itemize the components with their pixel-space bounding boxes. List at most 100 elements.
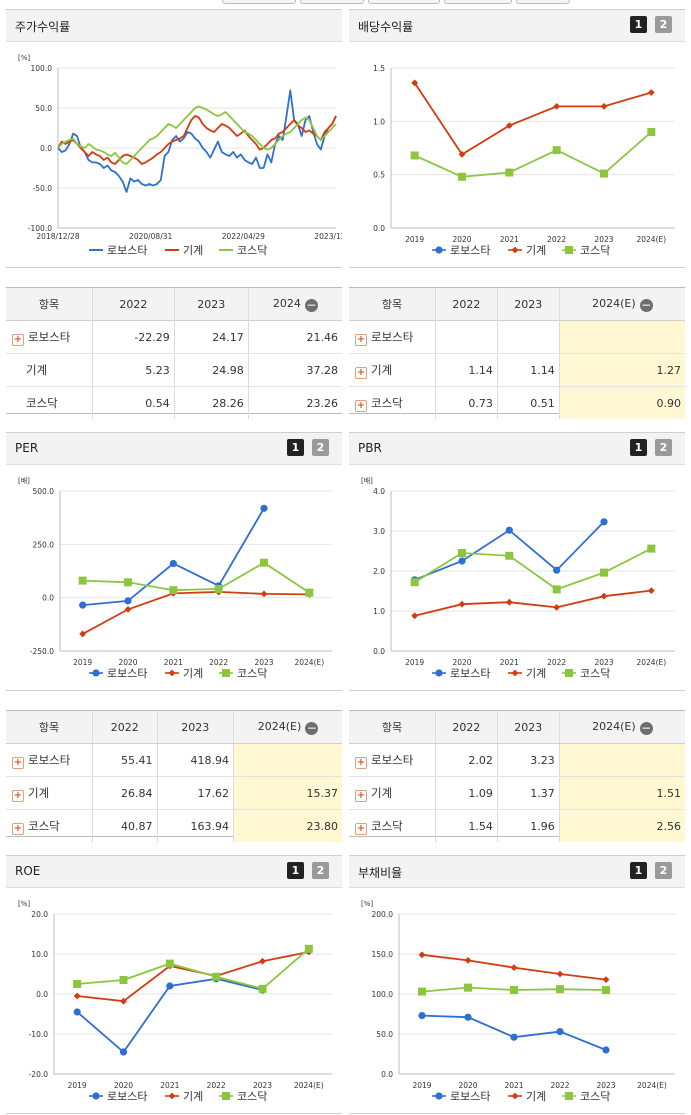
data-point[interactable] xyxy=(647,544,656,553)
legend-item[interactable]: 기계 xyxy=(508,1090,546,1103)
view-2-button[interactable]: 2 xyxy=(655,439,672,456)
legend-item[interactable]: 코스닥 xyxy=(562,244,610,257)
data-point[interactable] xyxy=(647,587,655,594)
collapse-icon[interactable]: − xyxy=(304,297,318,312)
view-1-button[interactable]: 1 xyxy=(287,862,304,879)
toolbar-button[interactable] xyxy=(368,0,440,4)
legend-item[interactable]: 기계 xyxy=(508,667,546,680)
collapse-icon[interactable]: − xyxy=(639,297,653,312)
legend-item[interactable]: 코스닥 xyxy=(562,667,610,680)
view-1-button[interactable]: 1 xyxy=(630,16,647,33)
data-point[interactable] xyxy=(258,984,267,993)
data-point[interactable] xyxy=(411,612,419,620)
collapse-icon[interactable]: − xyxy=(639,720,653,735)
data-point[interactable] xyxy=(505,551,514,560)
data-point[interactable] xyxy=(464,1013,472,1021)
data-point[interactable] xyxy=(73,1008,81,1016)
data-point[interactable] xyxy=(602,976,610,983)
legend-item[interactable]: 로보스타 xyxy=(89,667,147,680)
data-point[interactable] xyxy=(600,592,608,600)
collapse-icon[interactable]: − xyxy=(305,720,319,735)
data-point[interactable] xyxy=(79,601,87,609)
data-point[interactable] xyxy=(602,986,610,994)
expand-icon[interactable]: + xyxy=(355,822,367,835)
data-point[interactable] xyxy=(505,526,513,534)
view-2-button[interactable]: 2 xyxy=(312,862,329,879)
data-point[interactable] xyxy=(552,585,561,594)
expand-icon[interactable]: + xyxy=(355,333,367,346)
data-point[interactable] xyxy=(418,951,426,959)
data-point[interactable] xyxy=(600,518,608,526)
data-point[interactable] xyxy=(505,168,514,177)
legend-item[interactable]: 기계 xyxy=(165,1090,203,1103)
data-point[interactable] xyxy=(166,982,174,990)
expand-icon[interactable]: + xyxy=(355,756,367,769)
legend-item[interactable]: 코스닥 xyxy=(219,1090,267,1103)
view-1-button[interactable]: 1 xyxy=(287,439,304,456)
data-point[interactable] xyxy=(510,964,518,971)
data-point[interactable] xyxy=(556,1028,564,1036)
data-point[interactable] xyxy=(260,504,268,512)
expand-icon[interactable]: + xyxy=(355,789,367,802)
data-point[interactable] xyxy=(124,606,132,613)
data-point[interactable] xyxy=(464,983,472,992)
data-point[interactable] xyxy=(556,985,564,994)
expand-icon[interactable]: + xyxy=(355,399,367,412)
data-point[interactable] xyxy=(73,980,82,988)
data-point[interactable] xyxy=(260,558,268,567)
data-point[interactable] xyxy=(458,600,466,608)
data-point[interactable] xyxy=(410,151,419,160)
legend-item[interactable]: 로보스타 xyxy=(89,244,147,257)
data-point[interactable] xyxy=(169,586,178,595)
legend-item[interactable]: 기계 xyxy=(508,244,546,257)
data-point[interactable] xyxy=(505,598,513,606)
expand-icon[interactable]: + xyxy=(12,789,24,802)
legend-item[interactable]: 코스닥 xyxy=(219,244,267,257)
data-point[interactable] xyxy=(73,992,81,1000)
data-point[interactable] xyxy=(410,578,419,587)
data-point[interactable] xyxy=(418,987,426,996)
data-point[interactable] xyxy=(600,568,608,577)
data-point[interactable] xyxy=(124,578,132,587)
data-point[interactable] xyxy=(553,566,561,574)
data-point[interactable] xyxy=(510,986,518,994)
data-point[interactable] xyxy=(119,1048,128,1056)
data-point[interactable] xyxy=(510,1033,518,1041)
legend-item[interactable]: 코스닥 xyxy=(562,1090,610,1103)
data-point[interactable] xyxy=(212,972,221,981)
data-point[interactable] xyxy=(458,172,466,181)
data-point[interactable] xyxy=(124,597,132,605)
data-point[interactable] xyxy=(458,549,466,557)
data-point[interactable] xyxy=(600,103,608,110)
expand-icon[interactable]: + xyxy=(12,756,24,769)
data-point[interactable] xyxy=(79,630,87,638)
data-point[interactable] xyxy=(418,1012,426,1020)
data-point[interactable] xyxy=(647,89,655,96)
data-point[interactable] xyxy=(553,103,561,110)
data-point[interactable] xyxy=(411,79,419,87)
data-point[interactable] xyxy=(260,590,268,598)
toolbar-button[interactable] xyxy=(222,0,296,4)
legend-item[interactable]: 코스닥 xyxy=(219,667,267,680)
data-point[interactable] xyxy=(505,122,513,129)
expand-icon[interactable]: + xyxy=(12,333,24,346)
expand-icon[interactable]: + xyxy=(355,366,367,379)
data-point[interactable] xyxy=(464,957,472,964)
data-point[interactable] xyxy=(552,146,561,155)
view-2-button[interactable]: 2 xyxy=(312,439,329,456)
legend-item[interactable]: 로보스타 xyxy=(432,1090,490,1103)
toolbar-button[interactable] xyxy=(516,0,570,4)
toolbar-button[interactable] xyxy=(444,0,512,4)
legend-item[interactable]: 기계 xyxy=(165,244,203,257)
data-point[interactable] xyxy=(458,557,466,565)
expand-icon[interactable]: + xyxy=(12,822,24,835)
data-point[interactable] xyxy=(259,957,266,965)
view-2-button[interactable]: 2 xyxy=(655,16,672,33)
data-point[interactable] xyxy=(214,584,223,593)
data-point[interactable] xyxy=(305,588,314,597)
data-point[interactable] xyxy=(556,970,564,978)
view-1-button[interactable]: 1 xyxy=(630,862,647,879)
data-point[interactable] xyxy=(600,169,608,178)
legend-item[interactable]: 로보스타 xyxy=(432,667,490,680)
legend-item[interactable]: 로보스타 xyxy=(432,244,490,257)
